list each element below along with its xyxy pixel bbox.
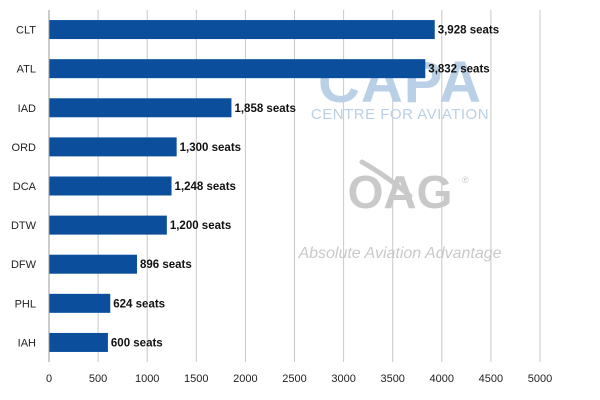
oag-tagline-watermark: Absolute Aviation Advantage	[297, 245, 501, 262]
bar-dfw	[49, 254, 137, 274]
data-label: 3,928 seats	[438, 25, 499, 37]
y-category-label: DCA	[13, 181, 37, 193]
y-category-label: DFW	[11, 259, 37, 271]
x-tick-label: 5000	[528, 373, 552, 385]
data-label: 624 seats	[113, 298, 165, 310]
bar-phl	[49, 293, 111, 313]
data-label: 1,248 seats	[175, 181, 236, 193]
bar-atl	[49, 59, 426, 79]
x-tick-label: 0	[46, 373, 52, 385]
x-tick-label: 3500	[380, 373, 404, 385]
data-label: 896 seats	[140, 259, 192, 271]
x-tick-label: 1000	[135, 373, 159, 385]
oag-registered-mark: ®	[462, 175, 469, 185]
data-label: 600 seats	[111, 337, 163, 349]
y-category-label: DTW	[11, 220, 37, 232]
x-tick-label: 2000	[233, 373, 257, 385]
y-category-label: ATL	[17, 64, 36, 76]
data-label: 1,300 seats	[180, 142, 241, 154]
x-tick-label: 3000	[331, 373, 355, 385]
bar-ord	[49, 137, 177, 157]
data-label: 1,200 seats	[170, 220, 231, 232]
x-tick-label: 2500	[282, 373, 306, 385]
x-tick-label: 4500	[479, 373, 503, 385]
oag-swoosh-icon	[359, 159, 413, 199]
data-label: 3,832 seats	[428, 64, 489, 76]
bar-dca	[49, 176, 172, 196]
x-tick-label: 500	[89, 373, 107, 385]
bar-iad	[49, 98, 232, 118]
bars	[49, 20, 435, 352]
x-tick-label: 1500	[184, 373, 208, 385]
bar-clt	[49, 20, 435, 40]
labels: 0 500 1000 1500 2000 2500 3000 3500 4000 4500 5000…	[11, 25, 552, 385]
oag-logo-watermark: OAG	[348, 166, 453, 218]
bar-dtw	[49, 215, 167, 235]
y-category-label: IAD	[18, 103, 36, 115]
capa-subtitle-watermark: CENTRE FOR AVIATION	[311, 106, 489, 123]
watermarks: CAPA CENTRE FOR AVIATION OAG ® Absolute …	[297, 50, 501, 262]
y-category-label: ORD	[12, 142, 37, 154]
y-category-label: IAH	[18, 337, 36, 349]
y-category-label: CLT	[16, 25, 36, 37]
data-label: 1,858 seats	[234, 103, 295, 115]
x-tick-label: 4000	[430, 373, 454, 385]
y-category-label: PHL	[15, 298, 36, 310]
bar-iah	[49, 332, 108, 352]
